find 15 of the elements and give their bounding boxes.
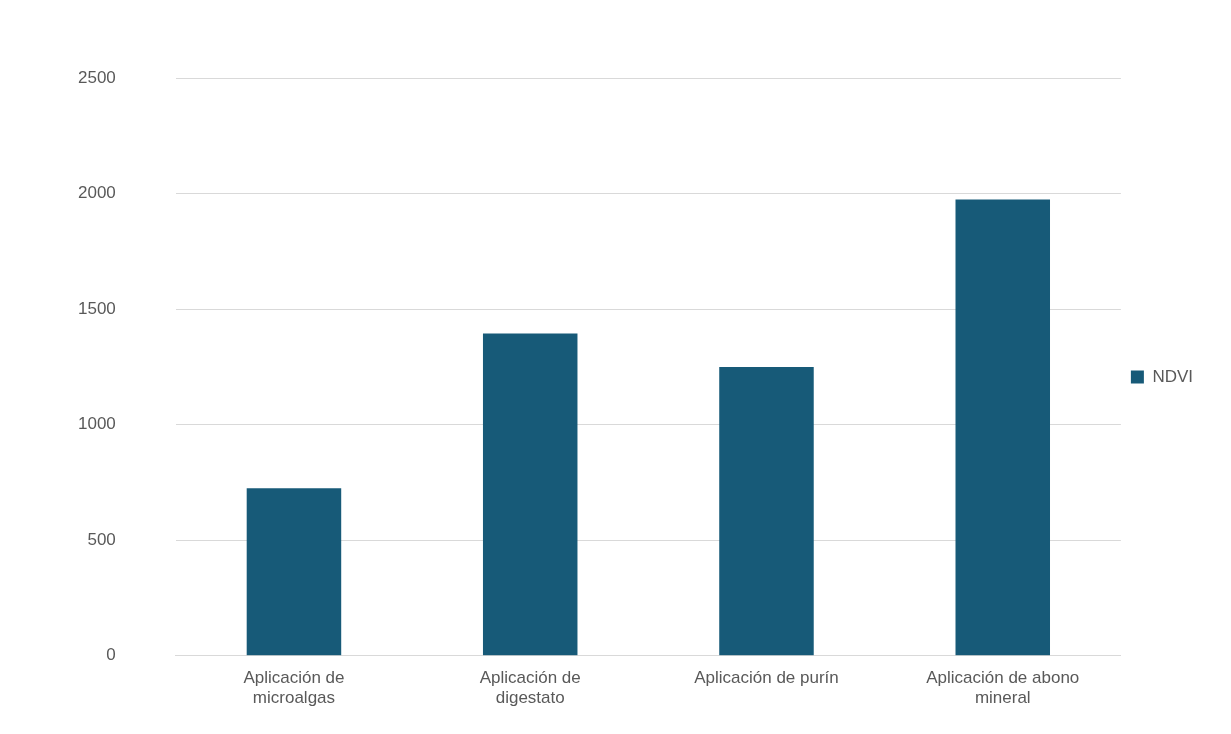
y-tick-label: 500	[87, 529, 116, 549]
y-tick-label: 0	[106, 645, 116, 665]
y-tick-label: 1000	[77, 414, 116, 434]
x-tick-label: Aplicación de abono mineral	[926, 667, 1080, 708]
bar	[482, 333, 578, 656]
y-tick-label: 2500	[77, 67, 116, 87]
bar	[955, 199, 1050, 656]
x-tick-label: Aplicación de microalgas	[243, 667, 345, 708]
bar	[246, 488, 342, 656]
x-tick-label: Aplicación de digestato	[479, 667, 581, 708]
y-tick-label: 2000	[77, 183, 116, 203]
y-tick-label: 1500	[77, 298, 116, 318]
legend-label: NDVI	[1152, 366, 1194, 386]
bar	[719, 367, 814, 656]
x-tick-label: Aplicación de purín	[694, 667, 839, 687]
